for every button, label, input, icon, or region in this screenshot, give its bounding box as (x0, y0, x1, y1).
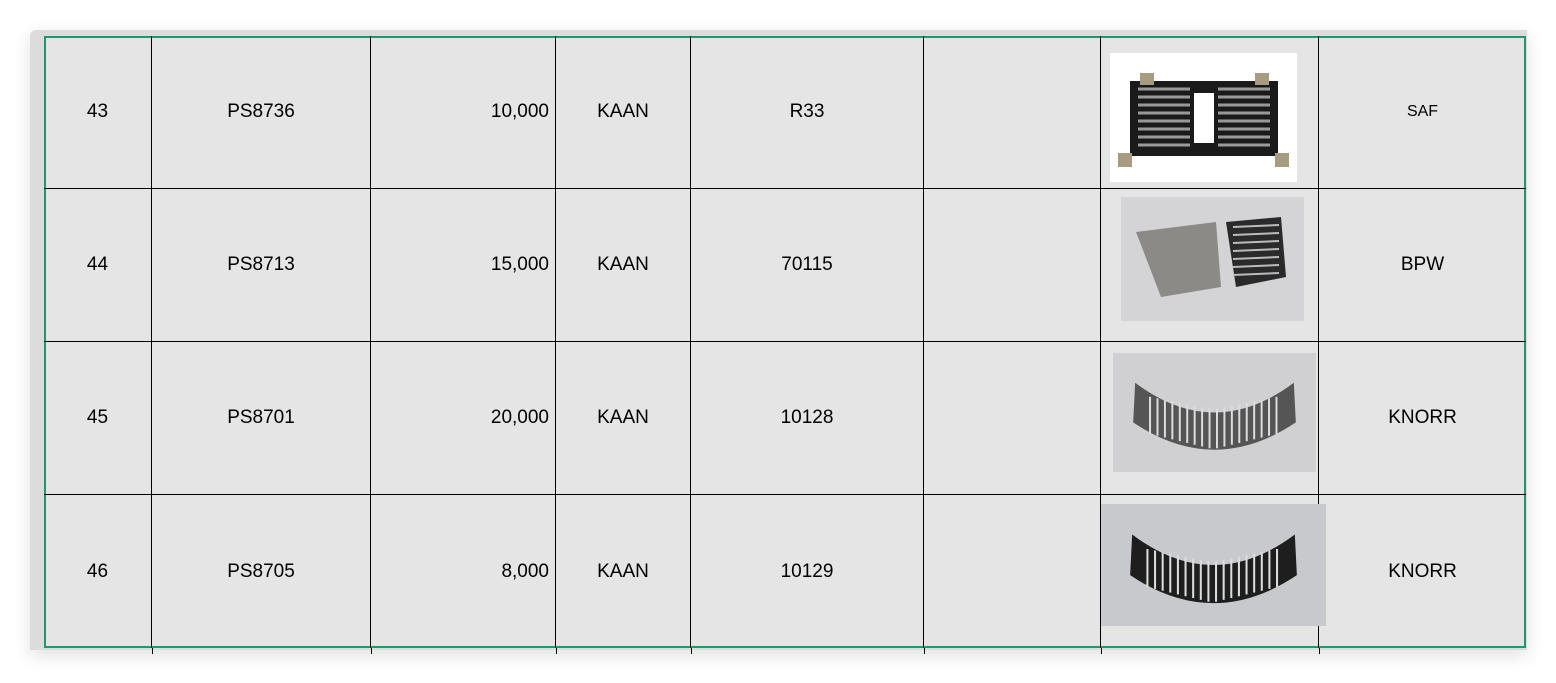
reference-cell[interactable]: R33 (691, 36, 924, 189)
row-number-cell[interactable]: 46 (44, 495, 152, 648)
oem-cell[interactable]: KNORR (1319, 495, 1526, 648)
product-image[interactable] (1121, 197, 1304, 321)
brand-text: KAAN (597, 254, 649, 275)
part-code-text: PS8701 (227, 407, 295, 428)
quantity-text: 15,000 (490, 254, 549, 275)
reference-text: 10129 (780, 560, 834, 582)
product-image[interactable] (1101, 504, 1326, 626)
brand-text: KAAN (597, 560, 649, 582)
brand-cell[interactable]: KAAN (556, 495, 691, 648)
oem-cell[interactable]: KNORR (1319, 342, 1526, 495)
oem-text: KNORR (1388, 407, 1457, 428)
quantity-cell[interactable]: 10,000 (371, 36, 556, 189)
reference-cell[interactable]: 10129 (691, 495, 924, 648)
product-image[interactable] (1110, 53, 1297, 182)
oem-text: KNORR (1388, 560, 1457, 582)
note-cell[interactable] (924, 342, 1101, 495)
quantity-cell[interactable]: 20,000 (371, 342, 556, 495)
row-number-text: 46 (86, 560, 109, 582)
row-number-text: 44 (86, 254, 109, 275)
reference-text: R33 (789, 101, 825, 122)
image-cell[interactable] (1101, 189, 1319, 342)
quantity-cell[interactable]: 15,000 (371, 189, 556, 342)
part-code-text: PS8736 (227, 101, 295, 122)
reference-cell[interactable]: 70115 (691, 189, 924, 342)
brand-cell[interactable]: KAAN (556, 342, 691, 495)
part-code-cell[interactable]: PS8701 (152, 342, 371, 495)
note-cell[interactable] (924, 189, 1101, 342)
oem-cell[interactable]: SAF (1319, 36, 1526, 189)
reference-text: 70115 (781, 254, 833, 275)
product-image[interactable] (1113, 353, 1316, 472)
row-number-text: 43 (86, 101, 109, 122)
oem-text: SAF (1406, 103, 1439, 120)
quantity-cell[interactable]: 8,000 (371, 495, 556, 648)
oem-cell[interactable]: BPW (1319, 189, 1526, 342)
part-code-cell[interactable]: PS8713 (152, 189, 371, 342)
part-code-cell[interactable]: PS8736 (152, 36, 371, 189)
note-cell[interactable] (924, 36, 1101, 189)
part-code-text: PS8713 (227, 254, 295, 275)
row-number-cell[interactable]: 43 (44, 36, 152, 189)
part-code-text: PS8705 (227, 560, 295, 582)
part-code-cell[interactable]: PS8705 (152, 495, 371, 648)
oem-text: BPW (1400, 254, 1445, 275)
brand-cell[interactable]: KAAN (556, 189, 691, 342)
reference-cell[interactable]: 10128 (691, 342, 924, 495)
brand-cell[interactable]: KAAN (556, 36, 691, 189)
row-number-text: 45 (86, 407, 109, 428)
image-cell[interactable] (1101, 36, 1319, 189)
reference-text: 10128 (780, 407, 834, 428)
row-number-cell[interactable]: 44 (44, 189, 152, 342)
row-number-cell[interactable]: 45 (44, 342, 152, 495)
quantity-text: 20,000 (490, 407, 549, 428)
image-cell[interactable] (1101, 342, 1319, 495)
quantity-text: 8,000 (501, 560, 549, 582)
brand-text: KAAN (597, 407, 649, 428)
quantity-text: 10,000 (490, 101, 549, 122)
note-cell[interactable] (924, 495, 1101, 648)
brand-text: KAAN (597, 101, 649, 122)
